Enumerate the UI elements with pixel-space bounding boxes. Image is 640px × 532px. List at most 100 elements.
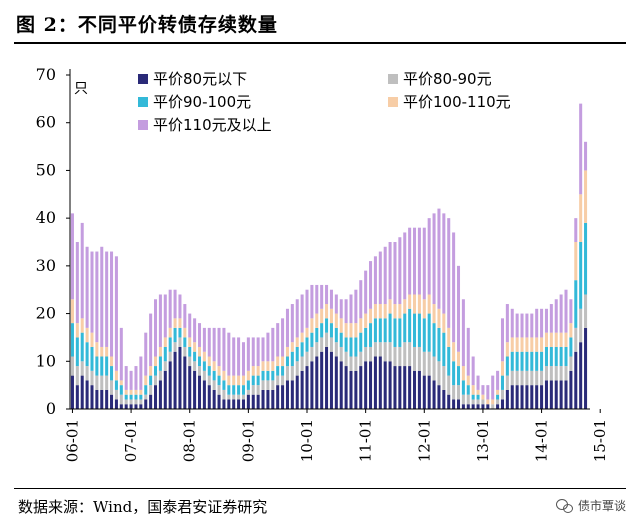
bar-segment [173,289,177,319]
bar-segment [481,394,485,400]
bar-segment [383,246,387,305]
bar-segment [334,327,338,343]
bar-segment [217,394,221,409]
bar-segment [95,356,99,376]
bar-segment [70,375,74,409]
bar-segment [378,342,382,357]
bar-segment [85,327,89,343]
bar-segment [388,299,392,314]
bar-segment [246,380,250,390]
bar-segment [100,246,104,347]
bar-segment [305,366,309,409]
bar-segment [173,351,177,409]
bar-segment [315,327,319,343]
bar-segment [569,323,573,338]
bar-segment [144,332,148,376]
bar-segment [564,289,568,333]
bar-segment [496,370,500,390]
bar-segment [442,366,446,390]
bar-segment [471,399,475,405]
bar-segment [90,370,94,386]
bar-segment [525,370,529,386]
bar-segment [559,294,563,333]
bar-segment [427,351,431,376]
bar-segment [569,356,573,371]
legend-label: 平价100-110元 [403,93,511,111]
bar-segment [500,399,504,409]
bar-segment [369,361,373,409]
bar-segment [300,356,304,371]
bar-segment [549,346,553,367]
bar-segment [285,366,289,381]
bar-segment [437,208,441,309]
bar-segment [222,380,226,390]
bar-segment [403,299,407,314]
bar-segment [471,404,475,409]
bar-segment [413,294,417,314]
stacked-bar-chart: 0 10 20 30 40 50 60 70 只 06-01 07-01 08-01 09-01 10-0… [36,65,610,462]
bar-segment [251,366,255,376]
bar-segment [466,404,470,409]
bar-segment [315,342,319,357]
bar-segment [422,351,426,376]
bar-segment [388,342,392,362]
bar-segment [281,356,285,367]
bar-segment [114,370,118,381]
bar-segment [202,351,206,362]
bar-segment [246,337,250,371]
bar-segment [281,375,285,386]
bar-segment [486,399,490,405]
bar-segment [461,366,465,381]
bar-segment [75,366,79,386]
bar-segment [510,308,514,338]
bar-segment [300,332,304,343]
bar-segment [432,356,436,381]
bar-segment [579,103,583,195]
bar-segment [251,394,255,409]
bar-segment [500,375,504,390]
bar-segment [222,327,226,371]
bar-segment [466,385,470,395]
bar-segment [193,361,197,371]
bar-segment [271,361,275,371]
bar-segment [339,361,343,409]
bar-segment [168,337,172,352]
bar-segment [173,327,177,343]
bar-segment [75,242,79,324]
bar-segment [95,342,99,357]
bar-segment [452,399,456,409]
bar-segment [154,356,158,367]
bar-segment [290,380,294,409]
bar-segment [295,337,299,347]
watermark: 债市覃谈 [555,497,626,514]
bar-segment [569,337,573,357]
bar-segment [476,404,480,409]
bar-segment [114,380,118,390]
bar-segment [544,332,548,347]
bar-segment [119,385,123,395]
bar-segment [329,337,333,352]
bar-segment [544,346,548,367]
bar-segment [129,370,133,390]
bar-segment [134,394,138,400]
bar-segment [119,327,123,381]
bar-segment [388,361,392,409]
bar-segment [354,289,358,324]
bar-segment [456,366,461,386]
bar-segment [75,323,79,338]
bar-segment [334,294,338,314]
bar-segment [285,356,289,367]
bar-segment [373,318,377,343]
bar-segment [476,399,480,405]
bar-segment [466,394,470,405]
bar-segment [227,394,231,400]
bar-segment [359,318,363,333]
bar-segment [408,308,412,343]
bar-segment [442,313,446,333]
x-tick-label: 08-01 [181,419,199,462]
bar-segment [80,361,84,376]
bar-segment [354,323,358,338]
bar-segment [544,308,548,333]
bar-segment [70,213,74,300]
bar-segment [256,385,260,395]
